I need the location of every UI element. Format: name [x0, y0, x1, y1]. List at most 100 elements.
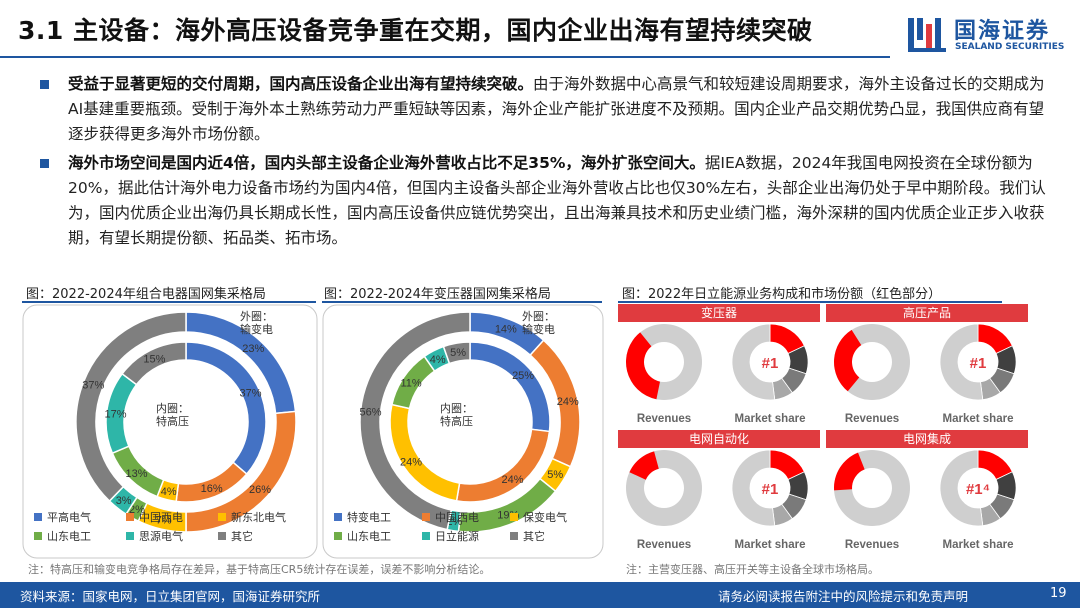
- outer-ring-data-label: 3%: [116, 495, 132, 507]
- revenues-caption: Revenues: [637, 539, 691, 551]
- market-share-slice: [939, 323, 984, 401]
- legend-swatch: [510, 532, 518, 540]
- market-share-slice: [731, 323, 776, 401]
- group-header-bar: [826, 430, 1028, 448]
- legend-label: 中国西电: [139, 511, 183, 524]
- market-share-slice: [731, 449, 776, 527]
- legend-swatch: [334, 532, 342, 540]
- page-header: 3.1 主设备：海外高压设备竞争重在交期，国内企业出海有望持续突破 国海证券 S…: [0, 0, 1080, 62]
- chart-hitachi-svg: 变压器 Revenues #1 Market share 高压产品 Revenues #1 M…: [618, 304, 1028, 551]
- inner-ring-data-label: 37%: [239, 387, 261, 399]
- group-header-label: 变压器: [701, 305, 737, 320]
- header-divider: [0, 56, 890, 58]
- legend-label: 中国西电: [435, 511, 479, 524]
- inner-ring-data-label: 5%: [450, 347, 466, 359]
- outer-ring-slice: [75, 311, 187, 503]
- legend-swatch: [126, 513, 134, 521]
- page-number: 19: [1050, 586, 1067, 601]
- outer-ring-data-label: 26%: [249, 484, 271, 496]
- caption-underline: [618, 301, 1002, 303]
- market-share-caption: Market share: [943, 539, 1014, 551]
- legend-swatch: [422, 513, 430, 521]
- market-rank-label: #1⁴: [966, 481, 990, 498]
- page-footer: 资料来源：国家电网，日立集团官网，国海证券研究所 请务必阅读报告附注中的风险提示…: [0, 582, 1080, 608]
- chart-transformer-panel: 14% 24% 5% 19% 2% 56% 25% 24% 24% 11% 4% 5% 外圈：输变电 内圈…: [322, 304, 604, 559]
- market-share-caption: Market share: [735, 539, 806, 551]
- outer-ring-slice: [359, 311, 471, 531]
- legend-swatch: [34, 532, 42, 540]
- revenues-caption: Revenues: [637, 413, 691, 425]
- revenues-donut-share: [629, 451, 659, 480]
- group-header-label: 电网自动化: [689, 432, 749, 446]
- legend-label: 山东电工: [347, 530, 391, 543]
- outer-ring-data-label: 5%: [547, 469, 563, 481]
- legend-label: 其它: [231, 529, 253, 543]
- legend-label: 新东北电气: [231, 510, 286, 524]
- logo-name-en: SEALAND SECURITIES: [955, 42, 1065, 52]
- market-rank-label: #1: [970, 355, 987, 372]
- inner-ring-data-label: 4%: [430, 354, 446, 366]
- inner-ring-data-label: 11%: [400, 377, 421, 389]
- legend-label: 思源电气: [139, 529, 183, 543]
- bullet-text: 由于海外数据中心高景气和较短建设周期要求，海外主设备过长的交期成为AI基建重要瓶…: [68, 75, 1045, 143]
- outer-ring-data-label: 7%: [156, 514, 172, 526]
- outer-ring-data-label: 24%: [557, 396, 579, 408]
- market-share-caption: Market share: [735, 413, 806, 425]
- inner-ring-data-label: 24%: [400, 457, 422, 469]
- inner-ring-data-label: 15%: [143, 353, 165, 365]
- inner-ring-data-label: 16%: [201, 483, 223, 495]
- group-header-bar: [618, 430, 820, 448]
- outer-ring-caption: 外圈：输变电: [240, 310, 273, 336]
- inner-ring-slice: [442, 341, 471, 365]
- group-header-label: 电网集成: [903, 431, 951, 446]
- caption-underline: [322, 301, 602, 303]
- logo-name-cn: 国海证券: [954, 19, 1051, 44]
- bullet-headline: 海外市场空间是国内近4倍，国内头部主设备企业海外营收占比不足35%，海外扩张空间…: [68, 154, 705, 172]
- outer-ring-data-label: 37%: [82, 379, 104, 391]
- market-rank-label: #1: [762, 355, 779, 372]
- footer-disclaimer: 请务必阅读报告附注中的风险提示和免责声明: [718, 589, 969, 604]
- outer-ring-data-label: 14%: [495, 324, 517, 336]
- group-header-label: 高压产品: [903, 305, 951, 320]
- revenues-donut-share: [834, 329, 862, 392]
- chart-transformer-svg: 14%24%5%19%2%56%25%24%24%11%4%5%外圈：输变电内圈…: [322, 304, 604, 559]
- bullet-square-icon: [40, 159, 49, 168]
- outer-ring-data-label: 56%: [360, 407, 382, 419]
- bullet-text: 据IEA数据，2024年我国电网投资在全球份额为20%，据此估计海外电力设备市场…: [68, 154, 1046, 247]
- note-left: 注：特高压和输变电竞争格局存在差异，基于特高压CR5统计存在误差，误差不影响分析…: [28, 563, 491, 576]
- market-share-caption: Market share: [943, 413, 1014, 425]
- market-share-slice: [939, 449, 984, 527]
- caption-underline: [22, 301, 316, 303]
- revenues-caption: Revenues: [845, 413, 899, 425]
- group-header-bar: [826, 304, 1028, 322]
- legend-swatch: [218, 513, 226, 521]
- legend-swatch: [334, 513, 342, 521]
- footer-source: 资料来源：国家电网，日立集团官网，国海证券研究所: [20, 589, 321, 604]
- bullet-headline: 受益于显著更短的交付周期，国内高压设备企业出海有望持续突破。: [68, 75, 534, 93]
- legend-label: 山东电工: [47, 530, 91, 543]
- legend-swatch: [510, 513, 518, 521]
- legend-label: 保变电气: [523, 510, 567, 524]
- figure-caption-1: 图：2022-2024年组合电器国网集采格局: [26, 287, 266, 302]
- bullet-item: 受益于显著更短的交付周期，国内高压设备企业出海有望持续突破。由于海外数据中心高景…: [40, 72, 1050, 147]
- legend-label: 平高电气: [47, 510, 91, 524]
- outer-ring-data-label: 23%: [242, 343, 264, 355]
- bullet-list: 受益于显著更短的交付周期，国内高压设备企业出海有望持续突破。由于海外数据中心高景…: [40, 72, 1050, 255]
- legend-label: 日立能源: [435, 529, 479, 543]
- outer-ring-data-label: 2%: [446, 516, 462, 528]
- chart-gis-svg: 23% 26% 7% 2%3% 37% 37% 16% 4% 13% 17% 15% 外圈：输变电内圈…: [22, 304, 318, 559]
- legend-label: 特变电工: [347, 510, 391, 524]
- bullet-square-icon: [40, 80, 49, 89]
- revenues-donut-share: [834, 452, 865, 491]
- outer-ring-caption: 外圈：输变电: [522, 310, 555, 336]
- legend-swatch: [218, 532, 226, 540]
- legend-swatch: [126, 532, 134, 540]
- revenues-donut-share: [626, 332, 661, 400]
- figure-caption-2: 图：2022-2024年变压器国网集采格局: [324, 287, 551, 302]
- inner-ring-data-label: 13%: [126, 468, 148, 480]
- bullet-item: 海外市场空间是国内近4倍，国内头部主设备企业海外营收占比不足35%，海外扩张空间…: [40, 151, 1050, 251]
- group-header-bar: [618, 304, 820, 322]
- inner-ring-data-label: 4%: [161, 486, 177, 498]
- chart-hitachi-panel: 变压器 Revenues #1 Market share 高压产品 Revenues #1 M…: [618, 304, 1028, 562]
- legend-swatch: [34, 513, 42, 521]
